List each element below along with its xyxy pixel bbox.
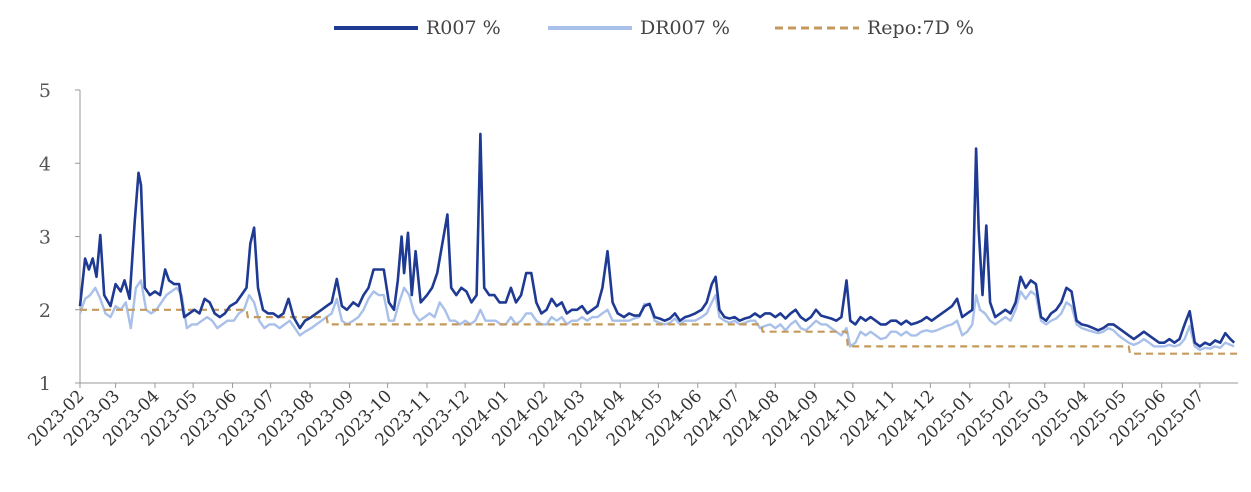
series-line-repo-7d: [80, 308, 1238, 355]
y-tick-label: 1: [39, 373, 51, 395]
legend-label-dr007: DR007 %: [640, 17, 730, 39]
legend-label-r007: R007 %: [426, 17, 501, 39]
y-tick-label: 2: [39, 300, 51, 322]
y-tick-label: 5: [39, 80, 51, 102]
legend: R007 % DR007 % Repo:7D %: [334, 17, 974, 39]
y-tick-label: 4: [39, 153, 51, 175]
series-line-r007: [78, 132, 1236, 348]
legend-label-repo-7d: Repo:7D %: [867, 17, 974, 39]
y-tick-label: 3: [39, 227, 51, 249]
series-line-dr007: [78, 279, 1235, 352]
series-layer: [78, 132, 1238, 355]
axes: 123452023-022023-032023-042023-052023-06…: [24, 80, 1238, 450]
